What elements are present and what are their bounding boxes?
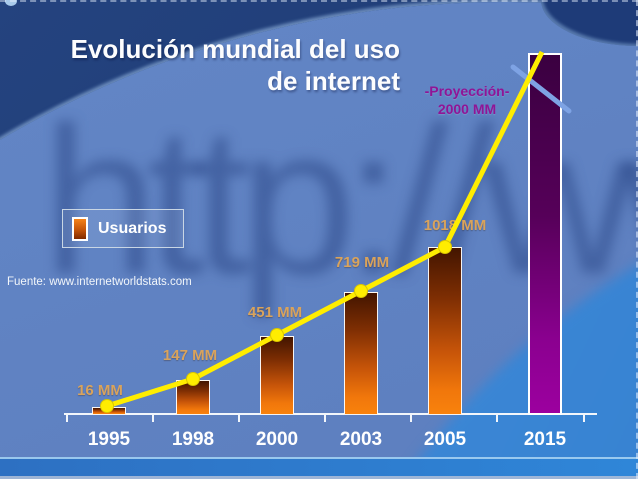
value-label-1998: 147 MM — [162, 347, 218, 364]
value-label-2005: 1018 MM — [423, 217, 487, 234]
x-axis-label-2003: 2003 — [339, 429, 383, 450]
right-dashed-border — [636, 0, 638, 479]
legend-color-swatch — [72, 216, 88, 241]
bar-1995 — [92, 407, 126, 415]
x-axis-label-1995: 1995 — [87, 429, 131, 450]
corner-dot — [5, 0, 17, 6]
x-axis-tick — [583, 413, 585, 422]
value-label-1995: 16 MM — [77, 382, 123, 399]
x-axis-label-2005: 2005 — [423, 429, 467, 450]
value-label-2000: 451 MM — [247, 304, 303, 321]
bottom-band — [0, 457, 638, 479]
x-axis-tick — [238, 413, 240, 422]
x-axis-tick — [496, 413, 498, 422]
projection-bar-2015 — [528, 53, 562, 415]
x-axis-label-2015: 2015 — [523, 429, 567, 450]
top-dashed-border — [0, 0, 638, 2]
x-axis-tick — [324, 413, 326, 422]
bar-1998 — [176, 380, 210, 415]
x-axis-tick — [410, 413, 412, 422]
x-axis-label-1998: 1998 — [171, 429, 215, 450]
bottom-edge-line — [0, 476, 638, 479]
x-axis-line — [64, 413, 597, 415]
value-label-2003: 719 MM — [334, 254, 390, 271]
x-axis-tick — [66, 413, 68, 422]
bar-2000 — [260, 336, 294, 415]
x-axis-label-2000: 2000 — [255, 429, 299, 450]
x-axis-tick — [152, 413, 154, 422]
bar-2005 — [428, 247, 462, 415]
bar-2003 — [344, 292, 378, 415]
